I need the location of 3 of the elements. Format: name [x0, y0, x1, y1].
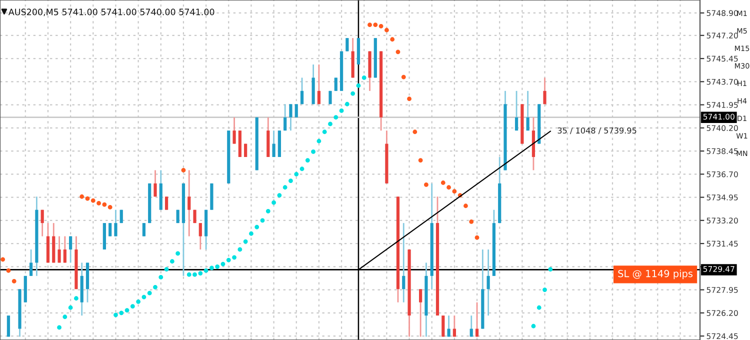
text: AUS200,M5 5741.00 5741.00 5740.00 5741.00 [8, 8, 214, 16]
annotation: SL @ 1149 pips [618, 270, 693, 280]
annotation: 35 / 1048 / 5739.95 [558, 127, 636, 134]
